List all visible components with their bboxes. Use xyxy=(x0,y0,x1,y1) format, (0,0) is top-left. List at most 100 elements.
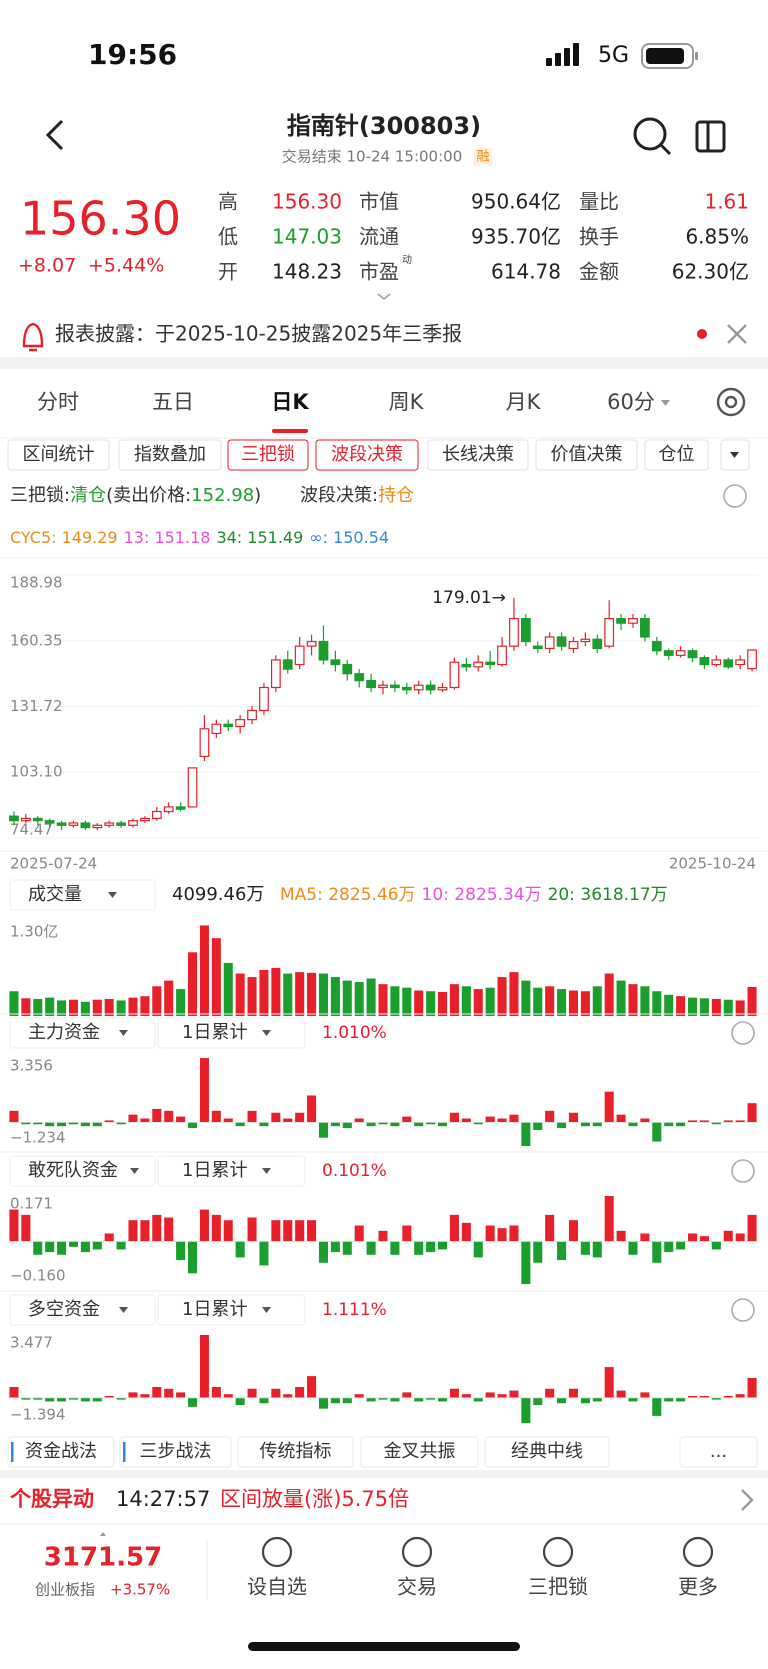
text-part: 10: 2825.34万 xyxy=(422,885,542,905)
expand-chevron[interactable] xyxy=(377,293,391,301)
dropdown-arrow xyxy=(119,1030,128,1036)
bar xyxy=(461,1394,471,1398)
toolbar-label[interactable]: 区间统计 xyxy=(23,444,95,465)
period-selector[interactable] xyxy=(157,1294,306,1326)
y-tick-label: −1.394 xyxy=(10,1406,66,1424)
candle-body xyxy=(223,723,234,728)
indicator-selector[interactable] xyxy=(9,1294,156,1326)
toolbar-label[interactable]: 三把锁 xyxy=(241,444,295,465)
nav-icon[interactable] xyxy=(401,1536,433,1568)
indicator-selector[interactable] xyxy=(9,1155,156,1187)
dropdown-arrow xyxy=(730,452,739,458)
tab[interactable]: 周K xyxy=(389,390,425,414)
alert-label: 个股异动 xyxy=(10,1487,94,1511)
toolbar-label[interactable]: 波段决策 xyxy=(331,444,403,465)
switch-button[interactable] xyxy=(695,120,726,153)
strategy-tab-label[interactable]: 三步战法 xyxy=(140,1441,212,1462)
bar xyxy=(152,1386,162,1398)
bar xyxy=(271,1112,281,1123)
strategy-tab[interactable] xyxy=(679,1436,758,1468)
nav-label[interactable]: 更多 xyxy=(678,1575,718,1599)
toolbar-button[interactable] xyxy=(427,439,529,471)
strategy-tab[interactable] xyxy=(119,1436,232,1468)
settings-button[interactable] xyxy=(716,387,746,417)
bar xyxy=(664,1397,674,1402)
candle-body xyxy=(318,640,329,661)
toolbar-button[interactable] xyxy=(535,439,638,471)
close-notice[interactable] xyxy=(727,324,747,344)
bar xyxy=(735,1394,745,1398)
bar xyxy=(330,1241,340,1253)
indicator-selector[interactable] xyxy=(9,879,156,911)
bar xyxy=(461,1222,471,1242)
toolbar-label[interactable]: 仓位 xyxy=(659,444,695,465)
alert-chevron[interactable] xyxy=(741,1489,754,1511)
tab[interactable]: 分时 xyxy=(37,390,79,414)
bar xyxy=(521,980,531,1016)
bar xyxy=(438,1397,448,1402)
bar xyxy=(223,962,233,1016)
nav-label[interactable]: 设自选 xyxy=(247,1575,307,1599)
indicator-selector[interactable] xyxy=(9,1017,156,1049)
nav-label[interactable]: 交易 xyxy=(397,1575,437,1599)
tab[interactable]: 60分 xyxy=(607,390,655,414)
toolbar-label[interactable]: 价值决策 xyxy=(551,444,623,465)
candle-body xyxy=(390,684,400,689)
toolbar-button[interactable] xyxy=(315,439,419,471)
nav-icon[interactable] xyxy=(261,1536,293,1568)
tab[interactable]: 日K xyxy=(271,390,309,414)
strategy-tab-label[interactable]: 金叉共振 xyxy=(384,1441,456,1462)
bar xyxy=(247,977,257,1016)
bar xyxy=(640,986,650,1016)
strategy-tab[interactable] xyxy=(360,1436,479,1468)
strategy-tab[interactable] xyxy=(484,1436,610,1468)
y-tick-label: −0.160 xyxy=(10,1267,66,1285)
bar xyxy=(688,1396,698,1398)
help-icon[interactable] xyxy=(731,1021,755,1045)
nav-label[interactable]: 三把锁 xyxy=(528,1575,588,1599)
toolbar-button[interactable] xyxy=(7,439,110,471)
bar xyxy=(414,1241,424,1255)
help-icon[interactable] xyxy=(723,484,747,508)
strategy-tab-label[interactable]: 传统指标 xyxy=(260,1441,332,1462)
period-selector[interactable] xyxy=(157,1017,306,1049)
candle-body xyxy=(247,709,257,721)
toolbar-button[interactable] xyxy=(644,439,709,471)
toolbar-label[interactable]: 指数叠加 xyxy=(134,444,206,465)
lock-status: 三把锁:清仓(卖出价格:152.98) xyxy=(10,485,261,506)
indicator-name: 主力资金 xyxy=(28,1022,100,1043)
tab[interactable]: 月K xyxy=(506,390,542,414)
back-button[interactable] xyxy=(45,119,64,151)
index-value[interactable]: 3171.57 xyxy=(44,1543,162,1573)
bar xyxy=(68,1241,78,1247)
period-selector[interactable] xyxy=(157,1155,306,1187)
text-part: 三把锁: xyxy=(10,485,70,506)
strategy-tab-label[interactable]: 经典中线 xyxy=(511,1441,583,1462)
help-icon[interactable] xyxy=(731,1159,755,1183)
bar xyxy=(247,1217,257,1242)
bar xyxy=(390,1397,400,1402)
volume-value: 4099.46万 xyxy=(172,884,264,905)
stat-value: 62.30亿 xyxy=(672,260,749,284)
strategy-tab-label[interactable]: 资金战法 xyxy=(25,1441,97,1462)
bar xyxy=(533,1122,543,1131)
bar xyxy=(533,987,543,1016)
toolbar-label[interactable]: 长线决策 xyxy=(442,444,514,465)
y-tick-label: 3.477 xyxy=(10,1334,53,1352)
help-icon[interactable] xyxy=(731,1298,755,1322)
nav-icon[interactable] xyxy=(542,1536,574,1568)
nav-icon[interactable] xyxy=(682,1536,714,1568)
candle-body xyxy=(175,806,186,810)
toolbar-button[interactable] xyxy=(227,439,309,471)
y-tick-label: −1.234 xyxy=(10,1129,66,1147)
bar xyxy=(295,1112,305,1123)
bar xyxy=(68,1122,78,1125)
search-button[interactable] xyxy=(633,117,672,156)
strategy-tab[interactable] xyxy=(237,1436,354,1468)
bar xyxy=(199,1058,209,1123)
candle-body xyxy=(128,820,138,826)
tab[interactable]: 五日 xyxy=(152,390,194,414)
toolbar-button[interactable] xyxy=(118,439,222,471)
strategy-tab[interactable] xyxy=(7,1436,115,1468)
strategy-tab-label[interactable]: ... xyxy=(710,1441,727,1462)
